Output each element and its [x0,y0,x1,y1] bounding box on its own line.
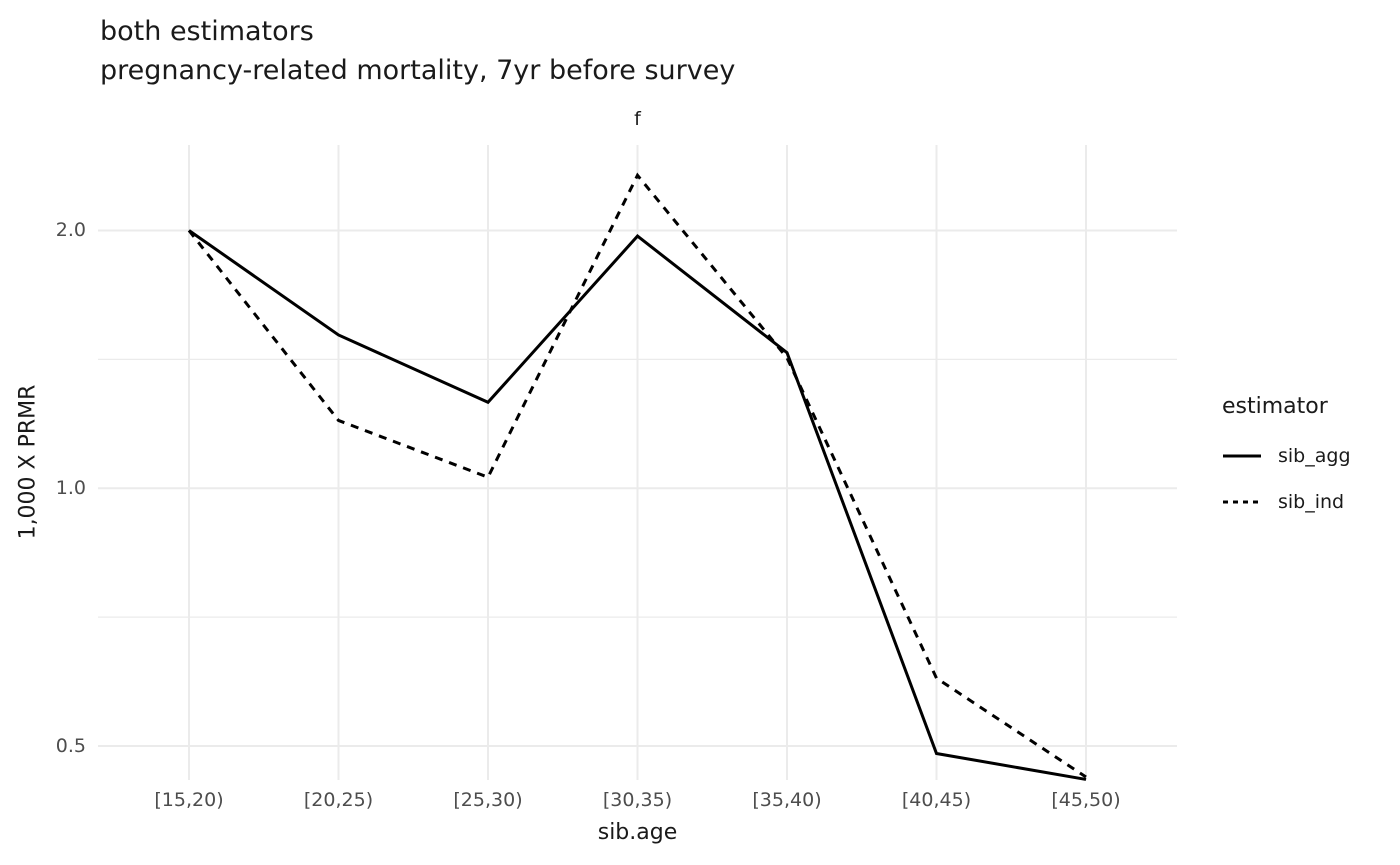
legend-title: estimator [1222,394,1328,419]
facet-label: f [634,108,641,130]
x-tick-label: [35,40) [752,789,822,811]
y-tick-label: 2.0 [55,219,86,242]
facet-strip: f [98,108,1177,130]
y-tick-label: 0.5 [55,734,86,757]
plot-title-line1: both estimators [100,16,314,47]
legend-item-label: sib_ind [1278,491,1345,513]
plot-title: both estimators pregnancy-related mortal… [100,12,735,90]
legend-item: sib_agg [1222,443,1351,469]
series-line-sib_ind [187,172,1087,779]
x-tick-label: [30,35) [602,789,673,811]
legend-item-label: sib_agg [1278,445,1351,467]
plot-title-line2: pregnancy-related mortality, 7yr before … [100,55,736,86]
x-tick-label: [40,45) [901,789,972,811]
legend-item: sib_ind [1222,489,1351,515]
y-tick-label: 1.0 [55,477,86,500]
x-tick-label: [15,20) [154,789,224,811]
x-tick-label: [45,50) [1051,789,1121,811]
x-tick-label: [20,25) [303,789,374,811]
legend: estimator sib_agg sib_ind [1222,394,1351,535]
y-axis-title: 1,000 X PRMR [15,384,41,540]
solid-line-key-icon [1223,454,1261,458]
x-tick-label: [25,30) [453,789,523,811]
series-line-sib_agg [188,229,1087,781]
dashed-line-key-icon [1223,500,1261,504]
x-axis-title: sib.age [597,820,678,845]
